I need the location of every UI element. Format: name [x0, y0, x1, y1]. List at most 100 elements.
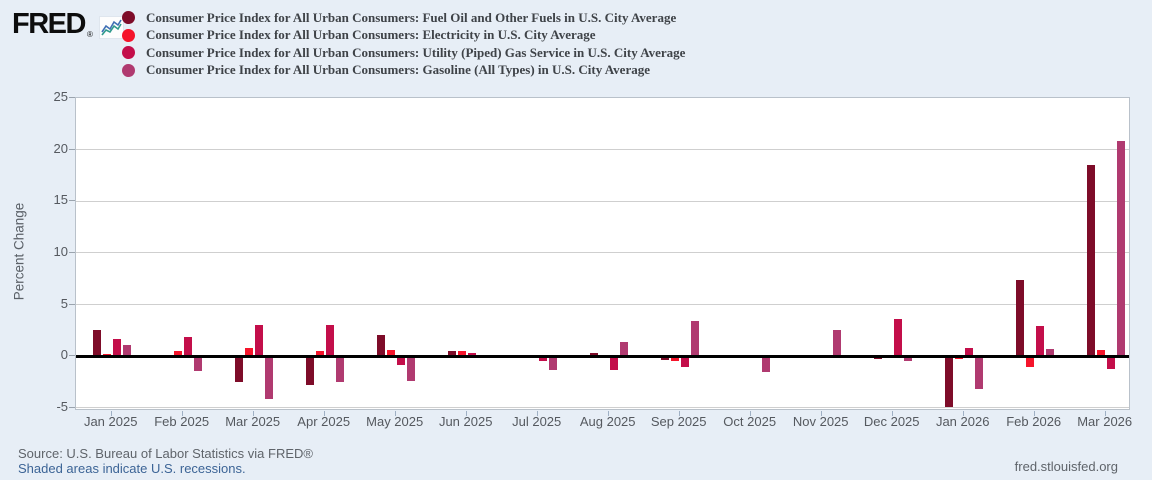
bar-series2-aug-2025	[609, 356, 618, 370]
legend-dot-icon	[122, 63, 135, 77]
x-tick-mark	[891, 411, 893, 416]
bar-series3-mar-2025	[264, 356, 273, 399]
bar-series2-feb-2026	[1035, 326, 1044, 357]
y-tick-mark	[69, 251, 75, 253]
gridline-5	[76, 304, 1129, 306]
x-tick-mark	[607, 411, 609, 416]
x-tick-mark	[252, 411, 254, 416]
bar-series2-dec-2025	[893, 319, 902, 357]
x-tick-label-mar-2025: Mar 2025	[225, 414, 281, 429]
site-url-text: fred.stlouisfed.org	[1014, 459, 1118, 474]
bar-series3-oct-2025	[761, 356, 770, 372]
x-tick-label-feb-2026: Feb 2026	[1006, 414, 1062, 429]
x-tick-mark	[1033, 411, 1035, 416]
bar-series1-may-2025	[386, 350, 395, 357]
bar-series2-jun-2025	[467, 353, 476, 357]
legend-item-3[interactable]: Consumer Price Index for All Urban Consu…	[122, 62, 685, 80]
bar-series1-sep-2025	[670, 356, 679, 362]
x-tick-label-sep-2025: Sep 2025	[650, 414, 707, 429]
x-tick-label-jul-2025: Jul 2025	[512, 414, 562, 429]
y-tick-label--5: -5	[56, 398, 68, 414]
bar-series0-may-2025	[376, 334, 385, 357]
bar-series2-mar-2026	[1106, 356, 1115, 369]
bar-series1-feb-2025	[173, 351, 182, 357]
bar-series3-dec-2025	[903, 356, 912, 362]
y-tick-mark	[69, 406, 75, 408]
legend-dot-icon	[122, 46, 135, 60]
bar-series3-feb-2025	[193, 356, 202, 371]
bar-series3-sep-2025	[690, 321, 699, 357]
bar-series2-feb-2025	[183, 336, 192, 357]
legend-item-2[interactable]: Consumer Price Index for All Urban Consu…	[122, 44, 685, 62]
x-tick-mark	[394, 411, 396, 416]
x-tick-label-jan-2026: Jan 2026	[935, 414, 990, 429]
bar-series0-dec-2025	[873, 356, 882, 360]
bar-series2-jul-2025	[538, 356, 547, 362]
bar-series2-sep-2025	[680, 356, 689, 367]
x-tick-label-nov-2025: Nov 2025	[792, 414, 849, 429]
bar-series1-feb-2026	[1025, 356, 1034, 367]
legend-item-label: Consumer Price Index for All Urban Consu…	[146, 44, 686, 60]
bar-series0-jan-2025	[92, 330, 101, 357]
x-tick-mark	[749, 411, 751, 416]
x-tick-label-mar-2026: Mar 2026	[1077, 414, 1133, 429]
gridline-15	[76, 200, 1129, 202]
x-tick-mark	[181, 411, 183, 416]
fred-logo-registered-mark: ®	[86, 30, 93, 39]
legend-item-label: Consumer Price Index for All Urban Consu…	[146, 27, 596, 43]
legend-dot-icon	[122, 11, 135, 25]
bar-series0-mar-2025	[234, 356, 243, 383]
bar-series3-nov-2025	[832, 330, 841, 357]
x-tick-mark	[323, 411, 325, 416]
bar-series3-jul-2025	[548, 356, 557, 370]
bar-series3-feb-2026	[1045, 349, 1054, 357]
bar-series3-apr-2025	[335, 356, 344, 383]
y-tick-mark	[69, 355, 75, 357]
fred-logo: FRED ®	[12, 10, 124, 39]
x-tick-label-jun-2025: Jun 2025	[438, 414, 493, 429]
legend-item-0[interactable]: Consumer Price Index for All Urban Consu…	[122, 9, 685, 27]
x-tick-label-may-2025: May 2025	[366, 414, 424, 429]
y-tick-label-15: 15	[53, 192, 68, 208]
legend-item-label: Consumer Price Index for All Urban Consu…	[146, 9, 677, 25]
gridline-10	[76, 252, 1129, 254]
y-tick-label-10: 10	[53, 243, 68, 259]
bar-series0-jun-2025	[447, 351, 456, 357]
chart-legend: Consumer Price Index for All Urban Consu…	[122, 9, 685, 79]
x-tick-mark	[536, 411, 538, 416]
y-tick-mark	[69, 200, 75, 202]
x-tick-mark	[1104, 411, 1106, 416]
gridline-20	[76, 149, 1129, 151]
legend-item-label: Consumer Price Index for All Urban Consu…	[146, 62, 650, 78]
x-tick-label-jan-2025: Jan 2025	[83, 414, 138, 429]
bar-series3-jan-2025	[122, 344, 131, 357]
source-text: Source: U.S. Bureau of Labor Statistics …	[18, 446, 313, 461]
bar-series1-mar-2026	[1096, 350, 1105, 357]
x-tick-label-oct-2025: Oct 2025	[723, 414, 777, 429]
recession-note-link[interactable]: Shaded areas indicate U.S. recessions.	[18, 461, 246, 476]
plot-area	[75, 97, 1130, 410]
y-axis-title: Percent Change	[11, 202, 27, 301]
bar-series0-feb-2026	[1015, 279, 1024, 357]
x-tick-mark	[678, 411, 680, 416]
y-tick-label-0: 0	[60, 347, 68, 363]
bar-series3-may-2025	[406, 356, 415, 382]
bar-series0-aug-2025	[589, 353, 598, 357]
fred-logo-text: FRED	[12, 8, 86, 40]
x-tick-label-aug-2025: Aug 2025	[579, 414, 636, 429]
zero-line	[76, 354, 1129, 358]
bar-series1-jun-2025	[457, 351, 466, 357]
legend-item-1[interactable]: Consumer Price Index for All Urban Consu…	[122, 27, 685, 45]
gridline--5	[76, 407, 1129, 409]
x-tick-mark	[962, 411, 964, 416]
bar-series3-mar-2026	[1116, 141, 1125, 357]
y-tick-mark	[69, 303, 75, 305]
bar-series1-jan-2026	[954, 356, 963, 360]
bar-series3-jan-2026	[974, 356, 983, 390]
bar-series2-may-2025	[396, 356, 405, 365]
bar-series2-apr-2025	[325, 325, 334, 357]
y-tick-label-5: 5	[60, 295, 68, 311]
y-tick-mark	[69, 148, 75, 150]
bar-series2-jan-2026	[964, 347, 973, 357]
